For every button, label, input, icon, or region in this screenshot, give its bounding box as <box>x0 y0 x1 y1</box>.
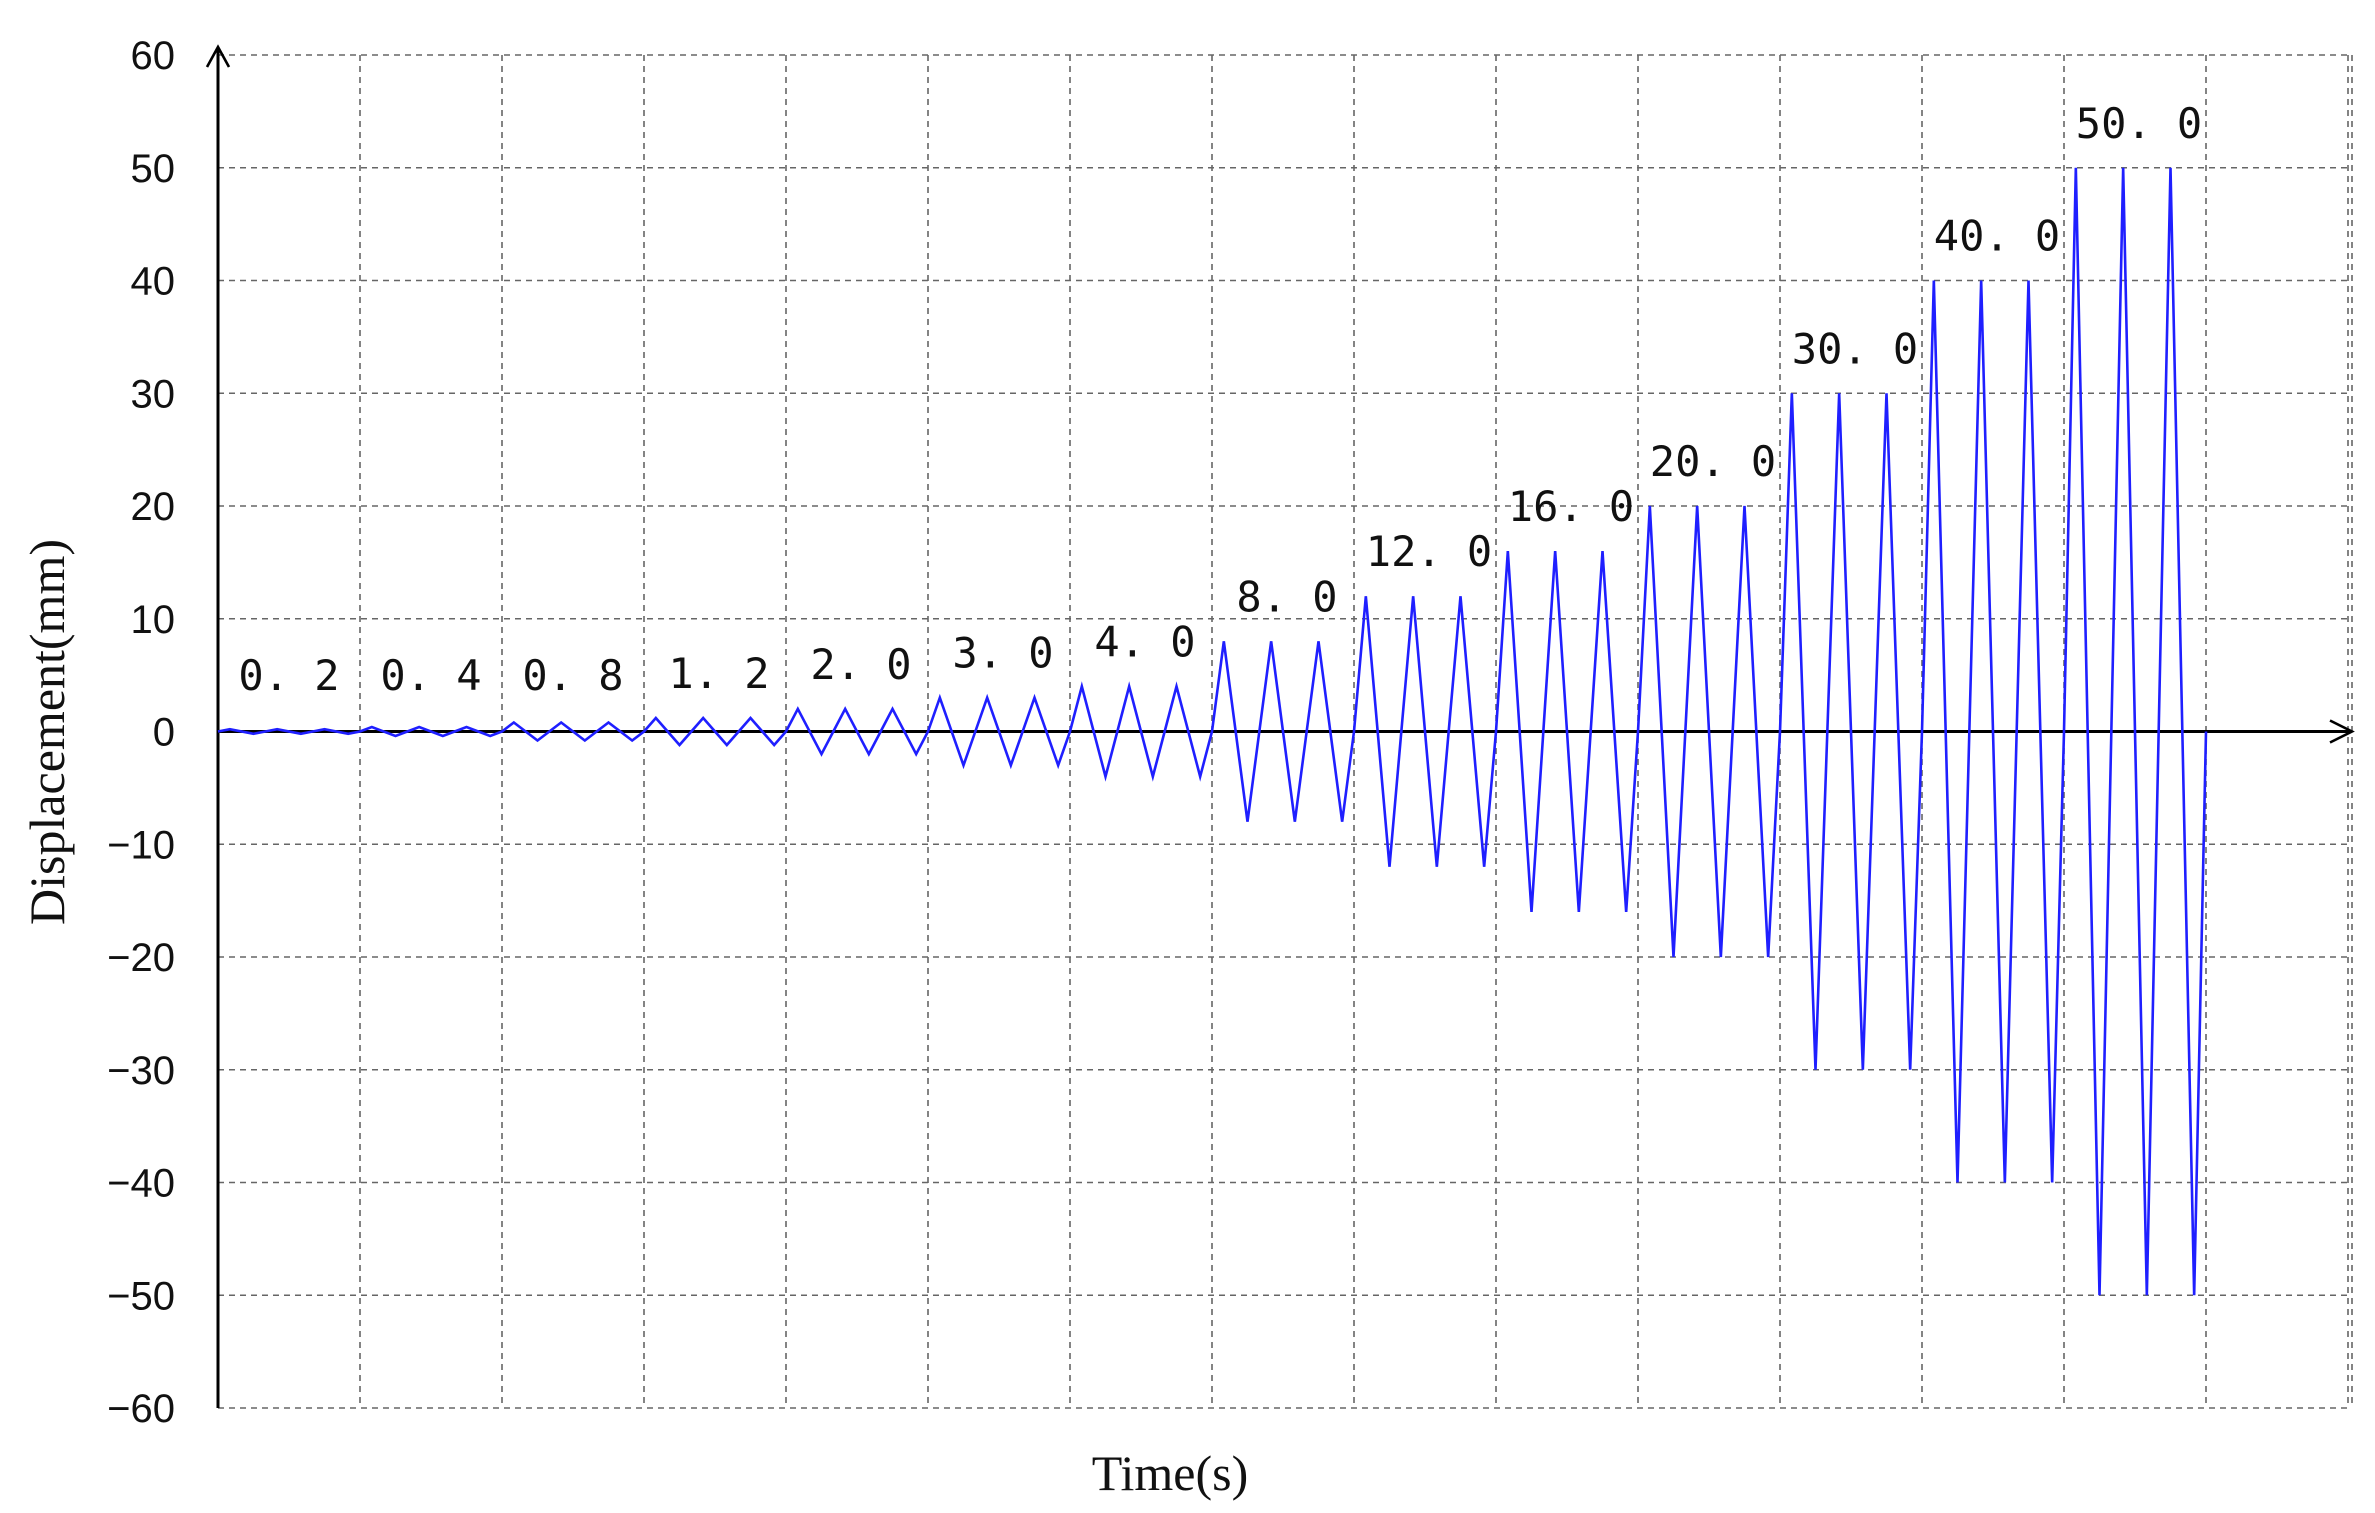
y-tick-label: 60 <box>131 34 176 78</box>
amplitude-level-label: 20. 0 <box>1650 437 1776 486</box>
y-tick-label: 50 <box>131 147 176 191</box>
x-axis-title: Time(s) <box>1092 1445 1249 1501</box>
amplitude-level-label: 3. 0 <box>952 629 1053 678</box>
amplitude-level-label: 8. 0 <box>1236 572 1337 621</box>
y-tick-label: −60 <box>107 1387 175 1431</box>
amplitude-level-label: 40. 0 <box>1934 212 2060 261</box>
amplitude-level-label: 1. 2 <box>668 649 769 698</box>
amplitude-level-label: 0. 8 <box>522 651 623 700</box>
x-axis-arrow <box>2329 719 2355 744</box>
amplitude-level-label: 16. 0 <box>1508 482 1634 531</box>
y-axis-arrow <box>205 44 231 68</box>
amplitude-labels: 0. 2 0. 4 0. 8 1. 2 2. 0 3. 0 4. 0 8. 0 12. 0 16.… <box>238 99 2202 700</box>
y-tick-label: −50 <box>107 1274 175 1318</box>
displacement-series-line <box>217 167 2208 1296</box>
amplitude-level-label: 2. 0 <box>810 640 911 689</box>
amplitude-level-label: 0. 4 <box>380 651 481 700</box>
y-tick-label: −30 <box>107 1049 175 1093</box>
y-tick-label: −40 <box>107 1162 175 1206</box>
amplitude-level-label: 0. 2 <box>238 651 339 700</box>
y-tick-label: 30 <box>131 372 176 416</box>
amplitude-level-label: 12. 0 <box>1366 527 1492 576</box>
y-tick-label: −20 <box>107 936 175 980</box>
amplitude-level-label: 4. 0 <box>1094 617 1195 666</box>
y-tick-label: 40 <box>131 260 176 304</box>
amplitude-level-label: 30. 0 <box>1792 324 1918 373</box>
y-tick-label: 0 <box>153 711 175 755</box>
y-tick-labels: 60 50 40 30 20 10 0 −10 −20 −30 −40 −50 −60 <box>107 34 175 1431</box>
amplitude-level-label: 50. 0 <box>2076 99 2202 148</box>
y-tick-label: −10 <box>107 823 175 867</box>
y-tick-label: 20 <box>131 485 176 529</box>
y-axis-title: Displacement(mm) <box>19 539 75 925</box>
y-tick-label: 10 <box>131 598 176 642</box>
